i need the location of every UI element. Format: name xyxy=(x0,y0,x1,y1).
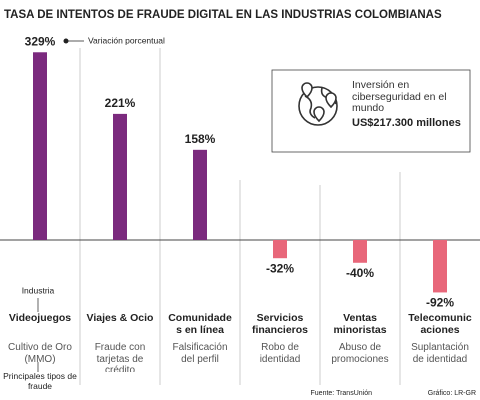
category-label: Servicios financieros xyxy=(251,312,309,337)
bar xyxy=(33,52,47,240)
value-label: -92% xyxy=(426,296,454,310)
bar xyxy=(193,149,207,240)
annotation-text-box: Inversión en ciberseguridad en el mundo … xyxy=(352,80,461,129)
fraud-type: Robo de identidad xyxy=(259,342,301,365)
category-label: Comunidades en línea xyxy=(168,312,232,337)
category-label: Telecomunicaciones xyxy=(408,312,472,337)
category-label: Videojuegos xyxy=(8,312,72,324)
value-label: 221% xyxy=(105,96,136,110)
fraud-type-box: Abuso de promociones xyxy=(331,342,389,365)
category-label-box: Comunidades en línea xyxy=(168,312,232,337)
annotation-amount: US$217.300 millones xyxy=(352,116,461,129)
category-label-box: Videojuegos xyxy=(8,312,72,324)
fraud-type: Fraude con tarjetas de crédito xyxy=(94,342,146,372)
bar xyxy=(113,113,127,240)
bar xyxy=(433,239,447,293)
category-label-box: Telecomunicaciones xyxy=(408,312,472,337)
category-label-box: Viajes & Ocio xyxy=(86,312,154,324)
value-label: 329% xyxy=(25,34,56,48)
globe-icon xyxy=(298,82,338,126)
credit: Gráfico: LR-GR xyxy=(428,390,476,397)
value-label: -40% xyxy=(346,266,374,280)
category-label: Ventas minoristas xyxy=(333,312,387,337)
category-label-box: Ventas minoristas xyxy=(333,312,387,337)
value-axis-label: Variación porcentual xyxy=(88,35,165,45)
category-label: Viajes & Ocio xyxy=(86,312,154,324)
fraud-type-box: Falsificación del perfil xyxy=(172,342,228,365)
subcategory-label-box: Principales tipos de fraude xyxy=(3,372,77,391)
chart-title: TASA DE INTENTOS DE FRAUDE DIGITAL EN LA… xyxy=(4,9,442,21)
source: Fuente: TransUnión xyxy=(311,390,373,397)
fraud-type: Cultivo de Oro (MMO) xyxy=(8,342,72,365)
fraud-type-box: Fraude con tarjetas de crédito xyxy=(94,342,146,372)
value-label: -32% xyxy=(266,261,294,275)
fraud-type-box: Robo de identidad xyxy=(259,342,301,365)
subcategory-label: Principales tipos de fraude xyxy=(3,372,77,391)
fraud-type: Suplantación de identidad xyxy=(411,342,469,365)
category-label: Industria xyxy=(22,285,55,295)
category-label-box: Servicios financieros xyxy=(251,312,309,337)
bar xyxy=(353,239,367,263)
fraud-type-box: Suplantación de identidad xyxy=(411,342,469,365)
bar xyxy=(273,239,287,259)
annotation-text: Inversión en ciberseguridad en el mundo xyxy=(352,80,447,115)
value-label: 158% xyxy=(185,132,216,146)
fraud-type: Falsificación del perfil xyxy=(172,342,228,365)
fraud-type: Abuso de promociones xyxy=(331,342,389,365)
fraud-type-box: Cultivo de Oro (MMO) xyxy=(8,342,72,365)
